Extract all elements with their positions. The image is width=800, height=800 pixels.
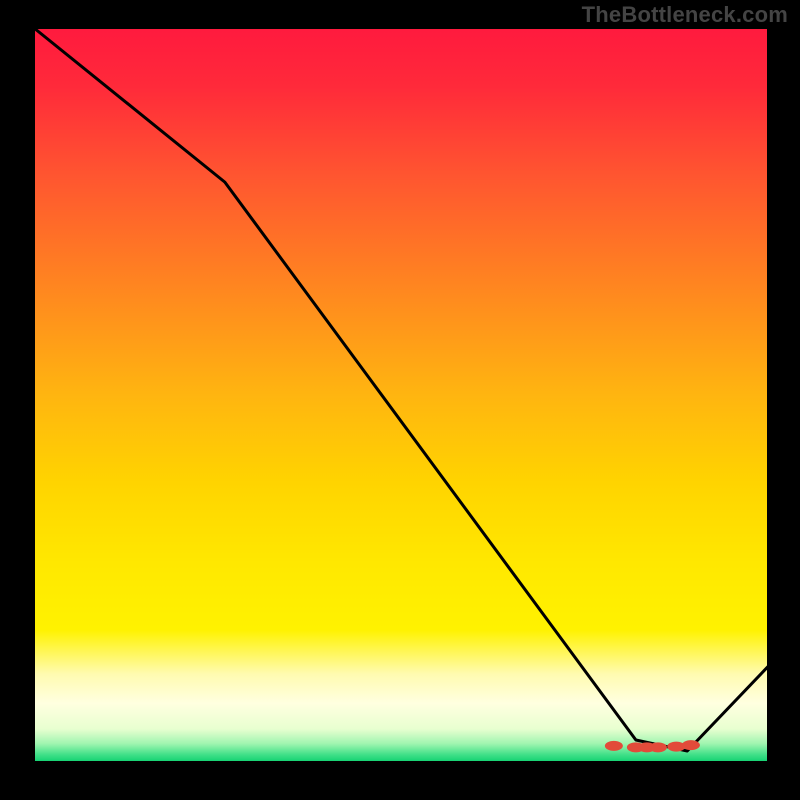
marker xyxy=(682,740,700,750)
chart-canvas xyxy=(0,0,800,800)
plot-background xyxy=(34,28,768,762)
marker xyxy=(649,742,667,752)
watermark-text: TheBottleneck.com xyxy=(582,2,788,28)
marker xyxy=(605,741,623,751)
